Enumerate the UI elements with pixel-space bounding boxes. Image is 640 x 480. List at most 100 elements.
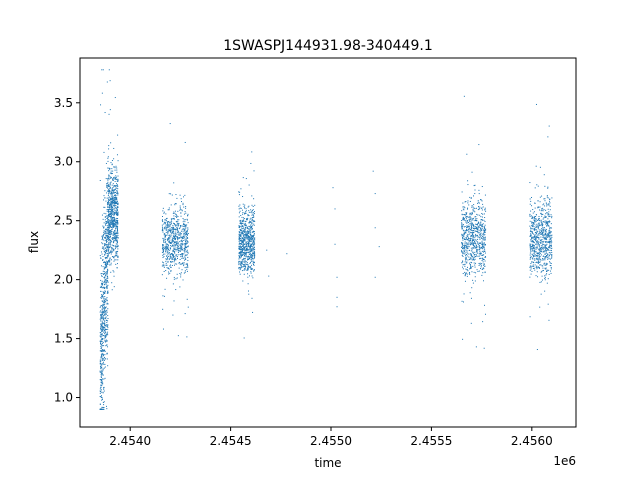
data-point (166, 221, 168, 223)
data-point (163, 247, 165, 249)
data-point (546, 270, 548, 272)
data-point (105, 162, 107, 164)
data-point (105, 337, 107, 339)
data-point (167, 246, 169, 248)
data-point (112, 216, 114, 218)
data-point (461, 225, 463, 227)
data-point (243, 213, 245, 215)
data-point (470, 232, 472, 234)
data-point (107, 365, 109, 367)
data-point (116, 240, 118, 242)
data-point (248, 246, 250, 248)
data-point (165, 239, 166, 241)
data-point (101, 253, 103, 255)
data-point (479, 208, 481, 210)
data-point (113, 286, 115, 288)
data-point (104, 290, 106, 292)
data-point (541, 241, 543, 243)
data-point (248, 236, 250, 238)
data-point (183, 253, 185, 255)
data-point (550, 231, 552, 233)
data-point (474, 264, 476, 266)
data-point (242, 230, 244, 232)
data-point (250, 244, 252, 246)
data-point (542, 224, 544, 226)
data-point (478, 144, 480, 146)
data-point (102, 370, 104, 372)
data-point (170, 270, 172, 272)
data-point (183, 233, 185, 235)
data-point (174, 235, 176, 237)
data-point (472, 242, 474, 244)
data-point (101, 341, 103, 343)
data-point (101, 238, 103, 240)
data-point (171, 231, 173, 233)
data-point (163, 262, 165, 264)
data-point (536, 244, 538, 246)
data-point (247, 242, 249, 244)
data-point (543, 209, 545, 211)
data-point (483, 230, 485, 232)
data-point (114, 178, 116, 180)
data-point (167, 239, 169, 241)
data-point (244, 253, 246, 255)
data-point (542, 213, 544, 215)
data-point (181, 255, 183, 257)
data-point (250, 245, 252, 247)
data-point (165, 250, 167, 252)
data-point (531, 236, 533, 238)
data-point (246, 219, 248, 221)
data-point (104, 340, 106, 342)
data-point (109, 204, 111, 206)
data-point (117, 175, 119, 177)
data-point (544, 275, 546, 277)
data-point (167, 227, 169, 229)
data-point (106, 325, 108, 327)
data-point (249, 226, 251, 228)
data-point (533, 245, 535, 247)
data-point (175, 241, 177, 243)
data-point (243, 220, 245, 222)
data-point (478, 202, 480, 204)
data-point (479, 234, 481, 236)
data-point (100, 326, 102, 328)
data-point (170, 223, 172, 225)
data-point (538, 233, 540, 235)
data-point (245, 245, 247, 247)
data-point (244, 243, 246, 245)
data-point (108, 226, 110, 228)
data-point (545, 228, 547, 230)
y-tick-label: 3.0 (54, 155, 73, 169)
data-point (182, 225, 184, 227)
data-point (100, 371, 102, 373)
data-point (111, 172, 113, 174)
data-point (540, 242, 542, 244)
data-point (532, 228, 534, 230)
data-point (106, 340, 108, 342)
data-point (475, 207, 477, 209)
data-point (113, 248, 115, 250)
data-point (177, 242, 179, 244)
data-point (103, 297, 105, 299)
data-point (481, 226, 483, 228)
data-point (461, 210, 463, 212)
data-point (530, 251, 532, 253)
data-point (102, 297, 104, 299)
data-point (163, 266, 165, 268)
data-point (254, 252, 256, 254)
data-point (106, 278, 108, 280)
data-point (178, 237, 180, 239)
data-point (106, 352, 108, 354)
data-point (536, 255, 538, 257)
data-point (175, 233, 177, 235)
data-point (103, 227, 105, 229)
data-point (104, 284, 106, 286)
data-point (483, 232, 485, 234)
data-point (253, 215, 255, 217)
data-point (180, 248, 182, 250)
data-point (101, 384, 103, 386)
data-point (110, 217, 112, 219)
data-point (187, 241, 189, 243)
data-point (539, 229, 541, 231)
data-point (252, 264, 254, 266)
